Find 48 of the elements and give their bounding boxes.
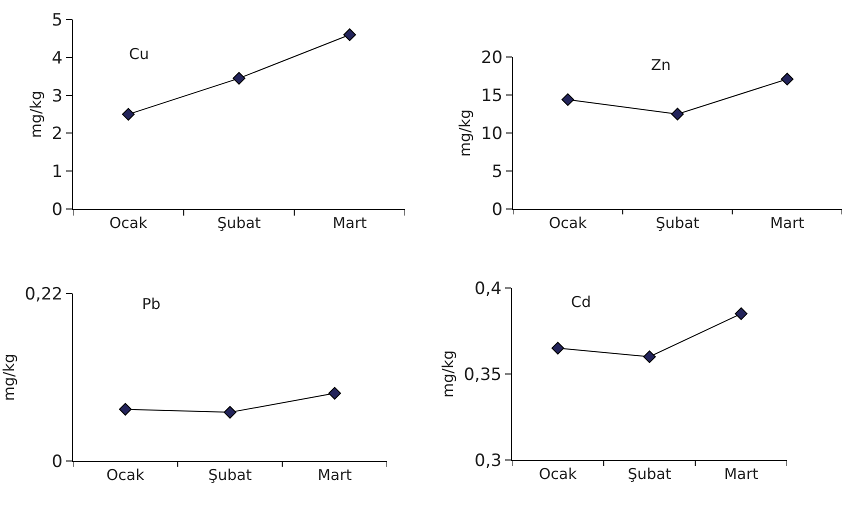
y-axis-title: mg/kg [0,354,18,402]
x-tick-label: Şubat [656,214,700,232]
y-tick-label: 0 [52,200,63,220]
x-tick-label: Ocak [106,466,145,484]
x-tick-label: Mart [724,465,758,484]
y-tick-label: 0,22 [24,284,63,305]
y-axis-title: mg/kg [27,90,46,138]
point [328,386,342,400]
point [671,108,684,120]
point [232,72,246,85]
y-tick-label: 0,35 [464,364,502,385]
x-tick-label: Ocak [548,214,588,232]
y-tick-label: 0,3 [474,450,502,471]
point [643,350,656,364]
point [224,406,236,419]
x-tick-label: Ocak [538,465,578,484]
point [122,108,135,121]
y-axis-title: mg/kg [456,109,474,157]
point [561,93,574,106]
point [780,72,794,86]
x-tick-label: Mart [332,214,367,232]
y-tick-label: 4 [52,48,63,68]
point [343,28,356,42]
x-tick-label: Şubat [217,214,261,232]
x-tick-label: Ocak [109,214,148,232]
y-tick-label: 0 [52,452,63,472]
point [551,342,564,354]
text: Cu [129,45,149,63]
y-axis-title: mg/kg [438,350,457,398]
y-tick-label: 5 [492,162,503,182]
y-tick-label: 10 [480,124,503,144]
x-tick-label: Mart [318,466,352,484]
y-tick-label: 15 [480,86,503,106]
chart-title: Pb [142,295,161,313]
y-tick-label: 0 [492,200,503,220]
y-tick-label: 1 [52,162,63,182]
y-tick-label: 2 [52,124,63,144]
chart-title: Zn [651,56,671,74]
y-tick-label: 0,4 [474,278,502,299]
y-tick-label: 3 [52,86,63,106]
x-tick-label: Şubat [628,465,672,484]
y-tick-label: 20 [480,48,503,68]
y-tick-label: 5 [52,10,63,31]
chart-title: Cd [571,293,591,311]
point [118,402,132,416]
x-tick-label: Şubat [208,466,252,484]
point [734,307,748,320]
x-tick-label: Mart [770,214,804,232]
